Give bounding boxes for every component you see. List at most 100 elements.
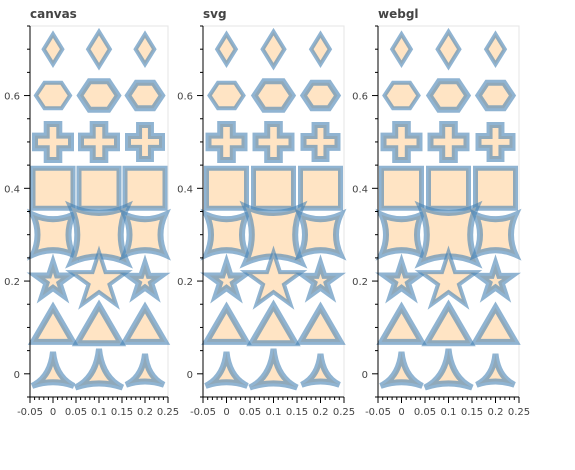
square-marker <box>122 165 168 211</box>
y-tick-label: 0.4 <box>352 184 368 195</box>
x-tick-label: 0 <box>398 407 404 418</box>
plus-marker <box>427 120 470 163</box>
star-marker <box>295 254 346 303</box>
diamond-marker <box>260 27 287 71</box>
diamond-marker <box>389 30 414 68</box>
y-axis: 0 0.2 0.4 0.6 <box>177 25 204 398</box>
hex-marker <box>299 79 342 112</box>
diamond-marker <box>308 30 333 68</box>
x-tick-label: 0.2 <box>313 407 329 418</box>
x-tick-label: 0.15 <box>461 407 483 418</box>
triangle-marker <box>119 301 171 345</box>
square-marker <box>298 165 343 211</box>
x-tick-label: 0 <box>50 407 56 418</box>
y-tick-label: 0 <box>14 370 20 381</box>
star-marker <box>26 253 80 304</box>
square_pin-marker <box>414 200 483 269</box>
plus-marker <box>78 120 120 163</box>
square-marker <box>251 165 296 211</box>
y-tick-label: 0.2 <box>352 277 368 288</box>
y-tick-label: 0 <box>187 370 193 381</box>
square_pin-marker <box>27 208 79 261</box>
triangle-marker <box>421 299 476 347</box>
y-tick-label: 0.4 <box>177 184 193 195</box>
x-tick-label: 0.05 <box>239 407 261 418</box>
panel-svg: svg 0 0.2 0.4 0.6 -0.05 0 0.05 0.1 0.15 0.2 0.25 <box>177 7 355 418</box>
hex-marker <box>474 79 517 112</box>
plus-marker <box>300 121 341 162</box>
plus-marker <box>252 120 295 163</box>
x-tick-label: 0.15 <box>111 407 133 418</box>
markers <box>200 27 347 391</box>
panel-canvas: canvas 0 0.2 0.4 0.6 -0.05 0 0.05 0.1 0.15 0.2 0.25 <box>4 7 179 418</box>
x-tick-label: 0.2 <box>488 407 504 418</box>
panel-title: webgl <box>378 7 419 21</box>
square_pin-marker <box>375 208 428 261</box>
y-tick-label: 0.6 <box>4 92 20 103</box>
x-tick-label: 0.25 <box>157 407 179 418</box>
square-marker <box>426 165 471 211</box>
star-marker <box>119 254 171 303</box>
square_pin-marker <box>469 208 522 261</box>
x-tick-label: 0.05 <box>414 407 436 418</box>
x-tick-label: 0.05 <box>65 407 87 418</box>
x-tick-label: 0.1 <box>441 407 457 418</box>
y-tick-label: 0.2 <box>4 277 20 288</box>
plus-marker <box>380 120 423 163</box>
triangle-marker <box>71 299 127 347</box>
x-tick-label: 0.25 <box>333 407 355 418</box>
hex-marker <box>124 79 166 112</box>
hex-marker <box>76 78 122 113</box>
markers <box>375 27 522 391</box>
y-tick-label: 0 <box>362 370 368 381</box>
x-tick-label: 0.15 <box>286 407 308 418</box>
star-marker <box>470 254 521 303</box>
star-marker <box>65 245 133 310</box>
x-tick-label: 0.1 <box>266 407 282 418</box>
hex-marker <box>250 78 297 113</box>
star-marker <box>200 253 253 304</box>
y-tick-label: 0.6 <box>352 92 368 103</box>
diamond-marker <box>85 27 113 71</box>
x-tick-label: 0.2 <box>137 407 153 418</box>
plus-marker <box>205 120 248 163</box>
diamond-marker <box>483 30 508 68</box>
hex-marker <box>425 78 472 113</box>
plus-marker <box>475 121 516 162</box>
diamond-marker <box>41 30 65 68</box>
triangle-marker <box>295 301 346 345</box>
x-tick-label: 0.25 <box>508 407 530 418</box>
hex-marker <box>33 80 73 111</box>
triangle-marker <box>27 301 79 345</box>
diamond-marker <box>435 27 462 71</box>
hex-marker <box>382 80 421 111</box>
star-marker <box>239 245 308 310</box>
x-axis: -0.05 0 0.05 0.1 0.15 0.2 0.25 <box>190 396 355 418</box>
plus-marker <box>32 120 74 163</box>
star-marker <box>375 253 428 304</box>
panel-webgl: webgl 0 0.2 0.4 0.6 -0.05 0 0.05 0.1 0.15 0.2 0.25 <box>352 7 530 418</box>
triangle_pin-marker <box>379 351 424 389</box>
square_pin-marker <box>294 208 347 261</box>
x-tick-label: -0.05 <box>190 407 216 418</box>
plus-marker <box>125 121 165 162</box>
x-tick-label: -0.05 <box>17 407 43 418</box>
triangle_pin-marker <box>124 353 166 388</box>
x-tick-label: -0.05 <box>365 407 391 418</box>
triangle-marker <box>201 301 252 345</box>
hex-marker <box>207 80 246 111</box>
triangle_pin-marker <box>423 348 474 391</box>
panel-title: svg <box>203 7 227 21</box>
square_pin-marker <box>119 208 171 261</box>
x-tick-label: 0 <box>223 407 229 418</box>
panel-title: canvas <box>30 7 77 21</box>
triangle_pin-marker <box>300 353 341 388</box>
x-tick-label: 0.1 <box>91 407 107 418</box>
triangle_pin-marker <box>73 348 125 391</box>
triangle-marker <box>470 301 521 345</box>
triangle_pin-marker <box>30 351 76 389</box>
y-tick-label: 0.6 <box>177 92 193 103</box>
square_pin-marker <box>200 208 253 261</box>
triangle_pin-marker <box>248 348 299 391</box>
